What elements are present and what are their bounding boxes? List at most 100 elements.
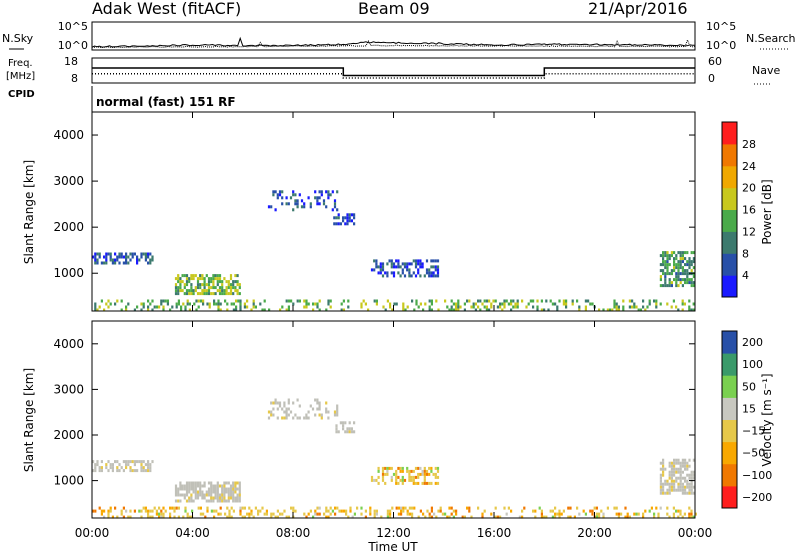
power-scatter-cell bbox=[617, 308, 620, 312]
power-scatter-cell bbox=[236, 289, 239, 293]
power-scatter-cell bbox=[565, 302, 568, 306]
velocity-scatter-cell bbox=[412, 475, 415, 479]
power-scatter-cell bbox=[613, 305, 616, 309]
power-scatter-cell bbox=[681, 254, 684, 258]
velocity-scatter-cell bbox=[327, 515, 330, 519]
velocity-scatter-cell bbox=[626, 515, 629, 519]
power-scatter-cell bbox=[234, 274, 237, 278]
power-scatter-cell bbox=[232, 292, 235, 296]
velocity-scatter-cell bbox=[140, 460, 143, 464]
velocity-scatter-cell bbox=[188, 490, 191, 494]
power-scatter-cell bbox=[688, 308, 691, 312]
velocity-scatter-cell bbox=[109, 509, 112, 513]
power-scatter-cell bbox=[631, 299, 634, 303]
velocity-scatter-cell bbox=[434, 466, 437, 470]
power-scatter-cell bbox=[565, 299, 568, 303]
power-scatter-cell bbox=[276, 193, 279, 197]
velocity-scatter-cell bbox=[655, 506, 658, 510]
power-scatter-cell bbox=[225, 292, 228, 296]
velocity-scatter-cell bbox=[659, 467, 662, 471]
power-scatter-cell bbox=[686, 260, 689, 264]
velocity-scatter-cell bbox=[96, 463, 99, 467]
velocity-scatter-cell bbox=[177, 490, 180, 494]
velocity-scatter-cell bbox=[386, 466, 389, 470]
velocity-scatter-cell bbox=[600, 509, 603, 513]
velocity-scatter-cell bbox=[335, 424, 338, 428]
noise-nsky-line bbox=[91, 36, 696, 48]
velocity-scatter-cell bbox=[675, 476, 678, 480]
velocity-scatter-cell bbox=[236, 481, 239, 485]
power-scatter-cell bbox=[179, 289, 182, 293]
velocity-scatter-cell bbox=[201, 496, 204, 500]
power-scatter-cell bbox=[261, 308, 264, 312]
power-scatter-cell bbox=[333, 205, 337, 209]
x-tick-0800: 08:00 bbox=[276, 526, 311, 540]
velocity-scatter-cell bbox=[644, 509, 647, 513]
power-scatter-cell bbox=[571, 299, 574, 303]
power-scatter-cell bbox=[162, 299, 165, 303]
velocity-scatter-cell bbox=[203, 481, 206, 485]
velocity-scatter-cell bbox=[289, 410, 293, 414]
velocity-scatter-cell bbox=[397, 466, 400, 470]
power-scatter-cell bbox=[686, 269, 689, 273]
power-scatter-cell bbox=[403, 274, 407, 278]
velocity-scatter-cell bbox=[364, 509, 367, 513]
velocity-scatter-cell bbox=[129, 466, 132, 470]
power-scatter-cell bbox=[536, 308, 539, 312]
power-scatter-cell bbox=[576, 299, 579, 303]
velocity-scatter-cell bbox=[386, 515, 389, 519]
velocity-scatter-cell bbox=[177, 499, 180, 503]
velocity-scatter-cell bbox=[216, 490, 219, 494]
power-scatter-cell bbox=[232, 283, 235, 287]
power-scatter-cell bbox=[337, 222, 340, 226]
power-scatter-cell bbox=[664, 266, 667, 270]
velocity-scatter-cell bbox=[384, 472, 387, 476]
velocity-scatter-cell bbox=[337, 430, 340, 434]
power-scatter-cell bbox=[214, 292, 217, 296]
power-scatter-cell bbox=[218, 274, 222, 278]
power-scatter-cell bbox=[648, 299, 651, 303]
power-scatter-cell bbox=[622, 308, 625, 312]
power-scatter-cell bbox=[174, 277, 178, 281]
velocity-scatter-cell bbox=[162, 512, 165, 516]
power-scatter-cell bbox=[565, 305, 568, 309]
velocity-scatter-cell bbox=[688, 485, 691, 489]
velocity-scatter-cell bbox=[183, 496, 186, 500]
velocity-scatter-cell bbox=[679, 464, 682, 468]
velocity-scatter-cell bbox=[346, 427, 349, 431]
power-scatter-cell bbox=[455, 302, 458, 306]
power-scatter-cell bbox=[254, 305, 257, 309]
power-scatter-cell bbox=[556, 305, 559, 309]
power-scatter-cell bbox=[584, 308, 587, 312]
power-scatter-cell bbox=[690, 308, 693, 312]
velocity-scatter-cell bbox=[214, 490, 217, 494]
beam-title: Beam 09 bbox=[358, 0, 430, 18]
power-scatter-cell bbox=[133, 252, 136, 256]
velocity-scatter-cell bbox=[659, 476, 662, 480]
velocity-scatter-cell bbox=[662, 467, 665, 471]
velocity-scatter-cell bbox=[399, 466, 402, 470]
velocity-scatter-cell bbox=[140, 515, 143, 519]
velocity-scatter-cell bbox=[434, 481, 437, 485]
power-scatter-cell bbox=[459, 305, 462, 309]
power-scatter-cell bbox=[300, 199, 304, 203]
velocity-scatter-cell bbox=[116, 460, 119, 464]
velocity-scatter-cell bbox=[410, 478, 413, 482]
velocity-scatter-cell bbox=[325, 407, 328, 411]
velocity-scatter-cell bbox=[303, 512, 306, 516]
power-scatter-cell bbox=[690, 263, 693, 267]
velocity-scatter-cell bbox=[664, 467, 667, 471]
velocity-scatter-cell bbox=[410, 475, 413, 479]
power-scatter-cell bbox=[611, 308, 614, 312]
power-scatter-cell bbox=[193, 302, 196, 306]
power-scatter-cell bbox=[664, 251, 667, 255]
velocity-scatter-cell bbox=[169, 515, 172, 519]
velocity-scatter-cell bbox=[192, 490, 195, 494]
x-tick-0400: 04:00 bbox=[175, 526, 210, 540]
power-scatter-cell bbox=[628, 305, 631, 309]
power-scatter-cell bbox=[250, 308, 253, 312]
power-scatter-cell bbox=[393, 302, 396, 306]
power-scatter-cell bbox=[675, 275, 678, 279]
power-scatter-cell bbox=[483, 299, 486, 303]
power-scatter-cell bbox=[305, 302, 308, 306]
